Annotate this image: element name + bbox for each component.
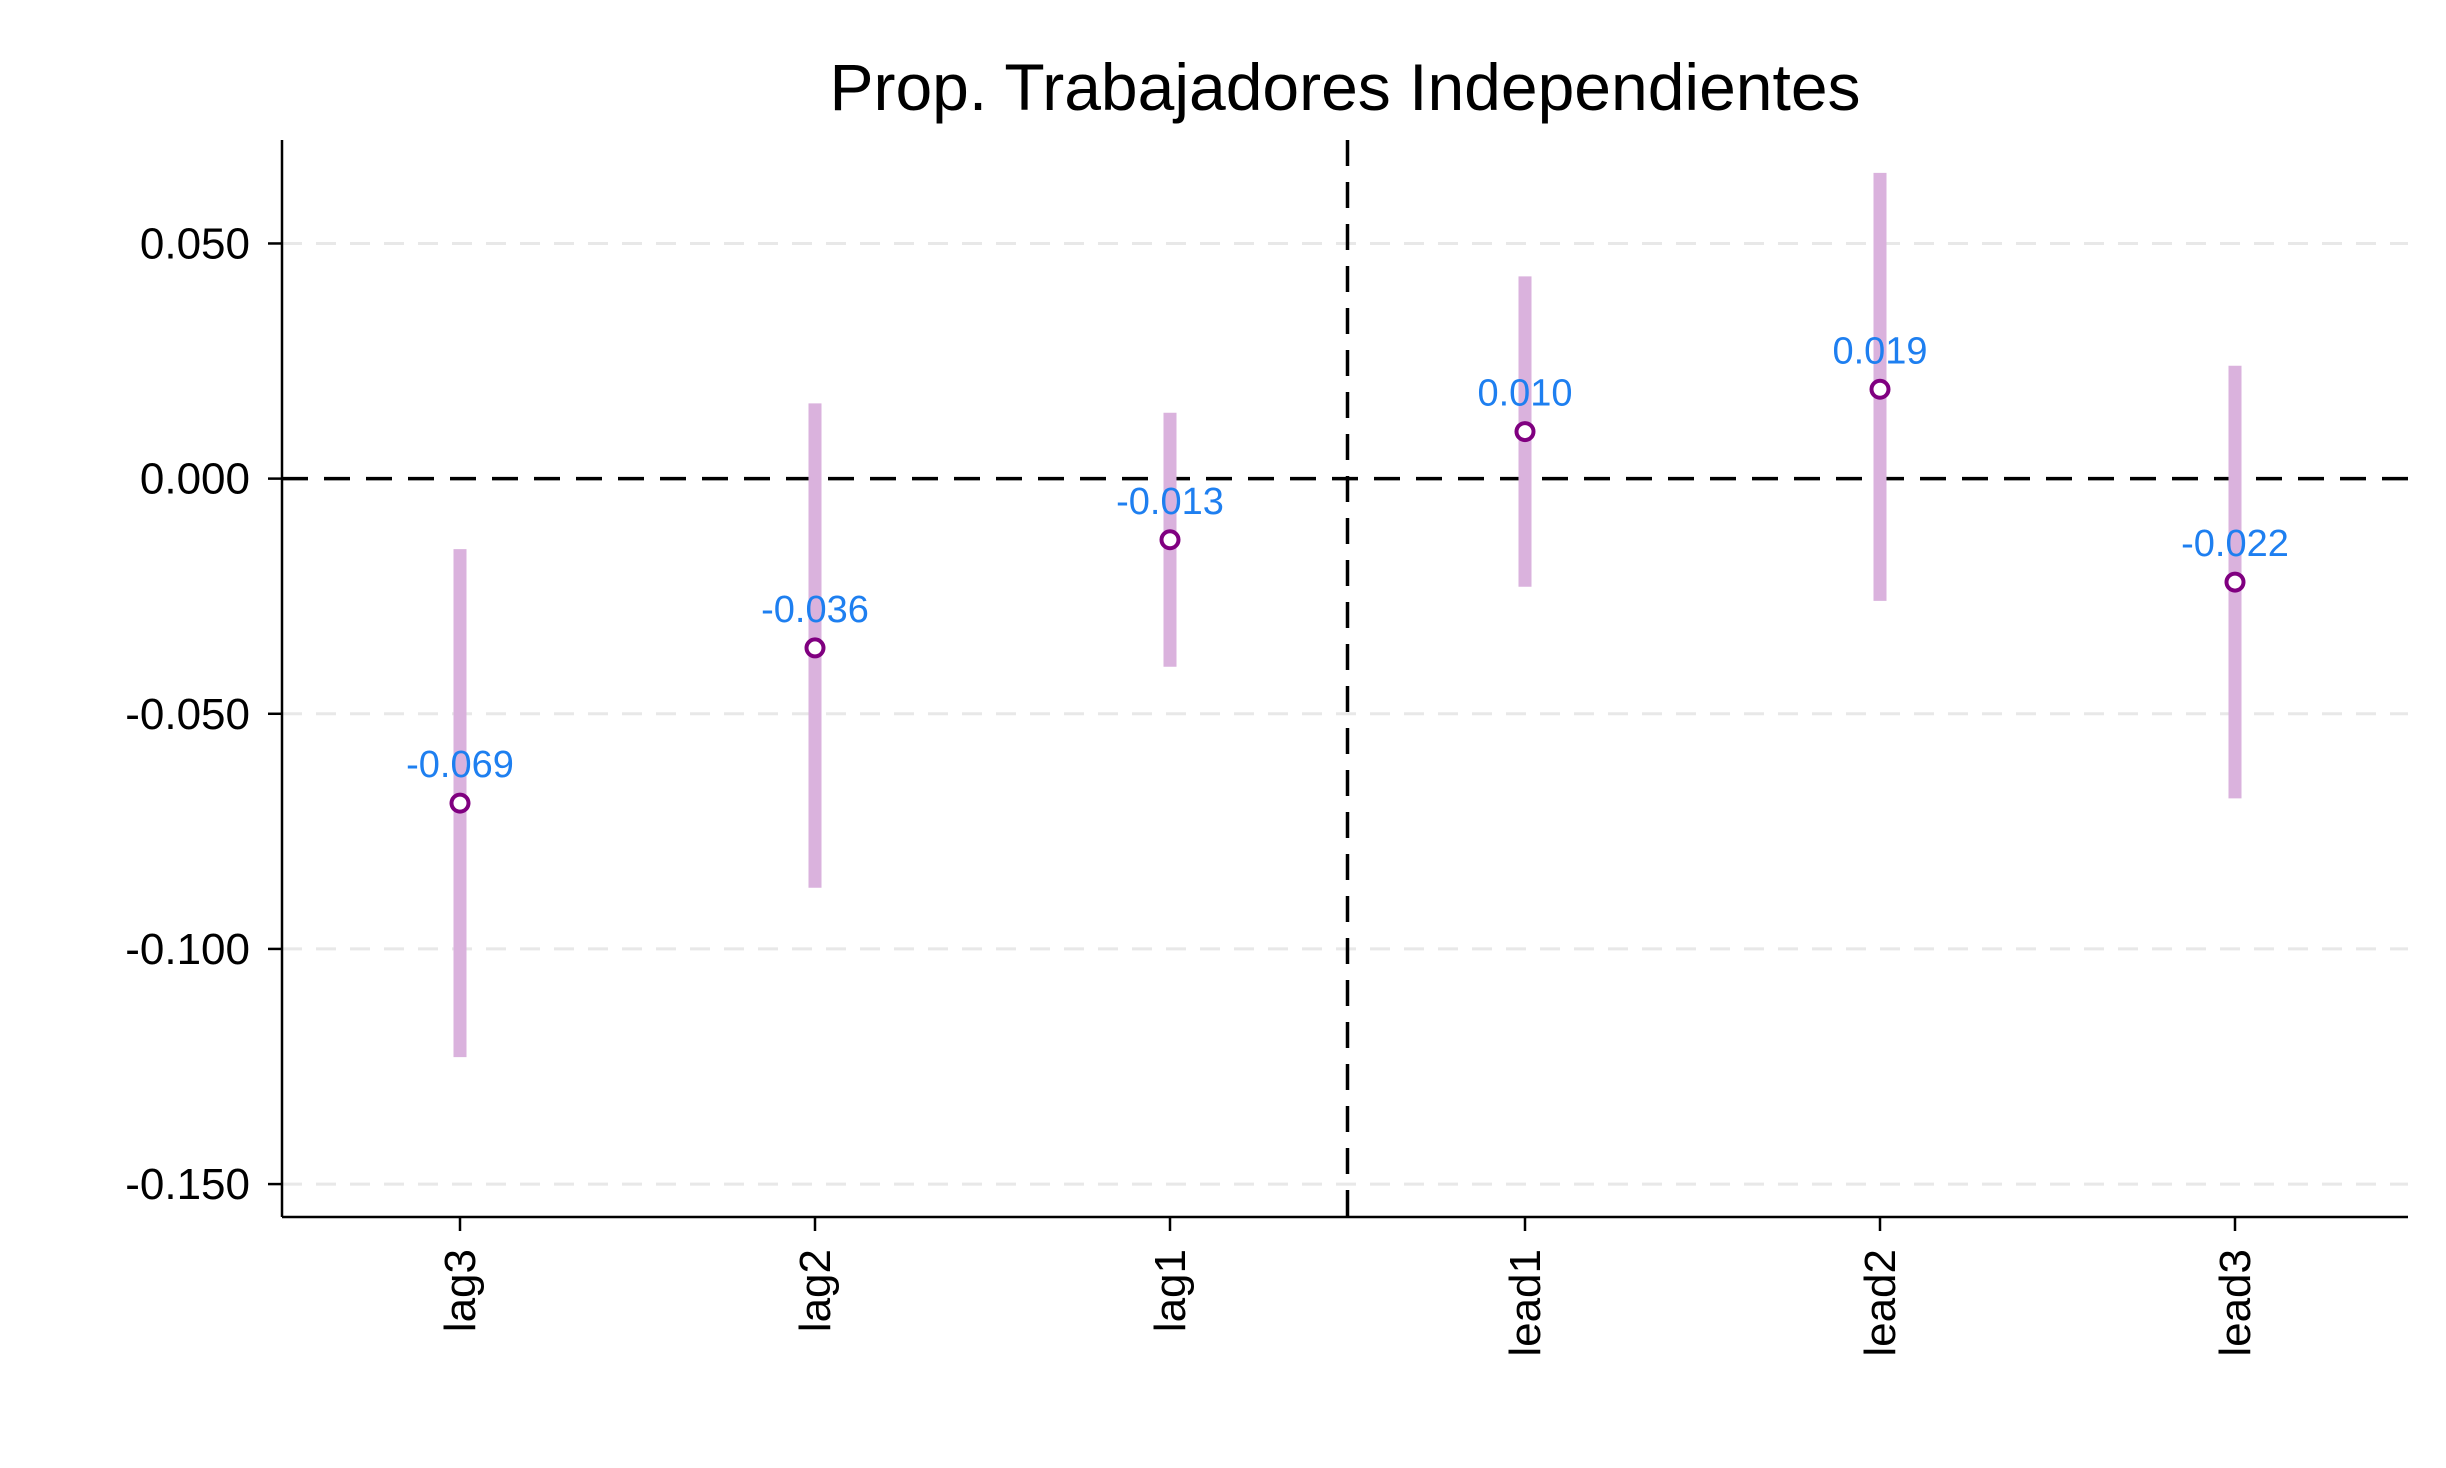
- estimate-label: -0.022: [2181, 523, 2289, 565]
- estimate-point: [804, 637, 826, 659]
- axes: 0.050 0.000 -0.050 -0.100 -0.150 lag3 lag2 lag1…: [125, 140, 2408, 1357]
- x-tick-label: lag1: [1146, 1249, 1195, 1332]
- estimate-label: 0.010: [1477, 373, 1572, 415]
- y-tick-label: 0.000: [140, 455, 250, 504]
- data-labels: -0.069 -0.036 -0.013 0.010 0.019 -0.022: [406, 330, 2289, 786]
- point-estimates: [449, 378, 2246, 814]
- x-tick-label: lead2: [1856, 1249, 1905, 1357]
- x-tick-label: lag2: [791, 1249, 840, 1332]
- y-tick-label: -0.150: [125, 1160, 250, 1209]
- gridlines: [282, 241, 2408, 1186]
- reference-lines: [282, 140, 2408, 1217]
- estimate-point: [449, 792, 471, 814]
- y-tick-label: 0.050: [140, 219, 250, 268]
- chart-title: Prop. Trabajadores Independientes: [829, 50, 1860, 124]
- x-tick-label: lag3: [436, 1249, 485, 1332]
- estimate-label: -0.013: [1116, 481, 1224, 523]
- y-tick-label: -0.050: [125, 690, 250, 739]
- estimate-label: 0.019: [1832, 330, 1927, 372]
- estimate-label: -0.069: [406, 744, 514, 786]
- estimate-point: [1159, 529, 1181, 551]
- x-tick-label: lead1: [1501, 1249, 1550, 1357]
- estimate-point: [1869, 378, 1891, 400]
- y-tick-label: -0.100: [125, 925, 250, 974]
- x-tick-label: lead3: [2211, 1249, 2260, 1357]
- estimate-point: [1514, 421, 1536, 443]
- estimate-point: [2224, 571, 2246, 593]
- estimate-label: -0.036: [761, 589, 869, 631]
